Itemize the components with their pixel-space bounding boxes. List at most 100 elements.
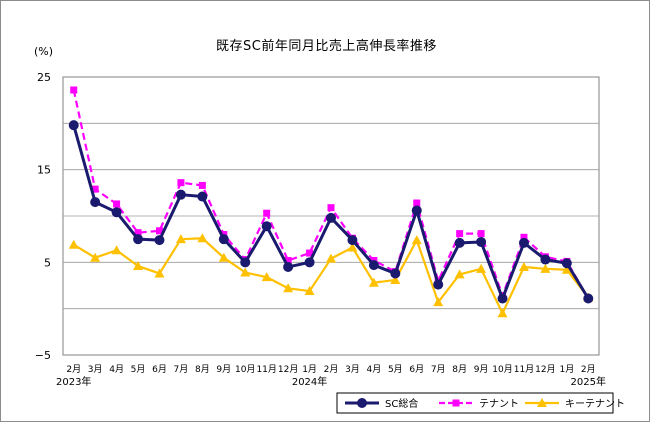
x-tick-label: 10月 [492, 364, 512, 375]
y-tick-label: −5 [35, 349, 51, 362]
series-2-point [433, 297, 444, 307]
series-1-point [155, 227, 163, 235]
series-2-point [411, 235, 422, 245]
series-1-line [72, 89, 590, 300]
legend-label: SC総合 [385, 397, 418, 410]
series-0-point [68, 120, 79, 131]
x-tick-label: 12月 [278, 364, 298, 375]
series-2-point [154, 268, 165, 278]
series-1-point [198, 181, 206, 189]
series-0-point [390, 268, 401, 279]
series-2-point [326, 253, 336, 263]
series-1-point [413, 199, 421, 207]
series-0-point [283, 261, 294, 272]
series-2-point [218, 252, 229, 262]
legend-label: キーテナント [565, 398, 625, 410]
y-axis-unit-label: (%) [34, 45, 54, 58]
series-0-point [497, 293, 508, 304]
series-2-point [454, 269, 465, 279]
series-0-point [261, 221, 272, 232]
series-2-point [476, 263, 487, 273]
series-2-point [261, 272, 272, 282]
series-0-point [304, 257, 315, 268]
legend-label: テナント [479, 398, 519, 410]
series-1-point [134, 229, 142, 237]
series-1-point [70, 86, 78, 94]
x-tick-label: 1月 [559, 364, 574, 375]
x-tick-label: 4月 [367, 364, 382, 375]
series-1-point [113, 200, 121, 208]
series-2-point [347, 242, 358, 252]
series-1-point [177, 179, 185, 187]
y-tick-label: 5 [44, 256, 51, 269]
x-tick-label: 12月 [535, 364, 555, 375]
legend-box [336, 392, 614, 414]
x-tick-label: 6月 [152, 364, 167, 375]
series-2-point [240, 267, 251, 277]
series-0-point [218, 234, 229, 245]
series-0-point [518, 237, 529, 248]
y-tick-label: 25 [37, 71, 51, 84]
series-0-point [326, 212, 336, 223]
series-0-point [240, 257, 251, 268]
x-tick-label: 1月 [302, 364, 317, 375]
series-2-point [304, 286, 315, 296]
series-2-point [68, 239, 79, 249]
series-0-point [154, 235, 165, 246]
series-0-point [347, 235, 358, 246]
x-tick-label: 9月 [474, 364, 489, 375]
series-1-point [327, 204, 335, 212]
series-0-point [411, 205, 422, 216]
series-1-point [306, 249, 314, 257]
legend-marker [357, 398, 367, 408]
series-0-point [197, 191, 208, 202]
series-0-point [454, 237, 465, 248]
series-0-point [175, 189, 186, 200]
series-2-point [561, 264, 572, 274]
series-2-point [540, 263, 551, 273]
series-0-point [111, 207, 122, 218]
x-tick-label: 2月 [581, 364, 596, 375]
series-1-point [284, 256, 292, 264]
series-0-point [133, 234, 144, 245]
x-tick-label: 11月 [514, 364, 534, 375]
year-label: 2025年 [571, 375, 606, 388]
series-2-point [111, 245, 122, 255]
x-tick-label: 8月 [195, 364, 210, 375]
series-1-point [263, 209, 271, 217]
y-tick-label: 15 [37, 164, 51, 177]
series-2-point [518, 261, 529, 271]
series-2-point [133, 261, 144, 271]
series-1-point [91, 185, 99, 193]
x-tick-label: 11月 [256, 364, 276, 375]
series-0-point [90, 197, 101, 208]
x-tick-label: 7月 [431, 364, 446, 375]
x-tick-label: 8月 [452, 364, 467, 375]
series-1-point [477, 230, 485, 238]
x-tick-label: 6月 [409, 364, 424, 375]
x-tick-label: 5月 [388, 364, 403, 375]
x-tick-label: 4月 [109, 364, 124, 375]
series-2-point [175, 234, 186, 244]
x-tick-label: 10月 [235, 364, 255, 375]
x-tick-label: 5月 [131, 364, 146, 375]
x-tick-label: 3月 [88, 364, 103, 375]
chart-title: 既存SC前年同月比売上高伸長率推移 [216, 39, 437, 54]
series-0-point [561, 258, 572, 269]
x-tick-label: 2月 [324, 364, 339, 375]
x-tick-label: 2月 [66, 364, 81, 375]
series-1-point [520, 233, 528, 241]
series-2-point [197, 233, 208, 243]
x-tick-label: 7月 [174, 364, 189, 375]
legend-marker [537, 398, 547, 407]
legend-marker [452, 399, 460, 407]
series-1-point [456, 230, 464, 238]
series-2-point [90, 252, 101, 262]
series-0-point [476, 236, 487, 247]
series-2-point [497, 308, 508, 318]
series-0-point [368, 260, 379, 271]
series-2-point [390, 274, 401, 284]
series-2-point [368, 277, 379, 287]
